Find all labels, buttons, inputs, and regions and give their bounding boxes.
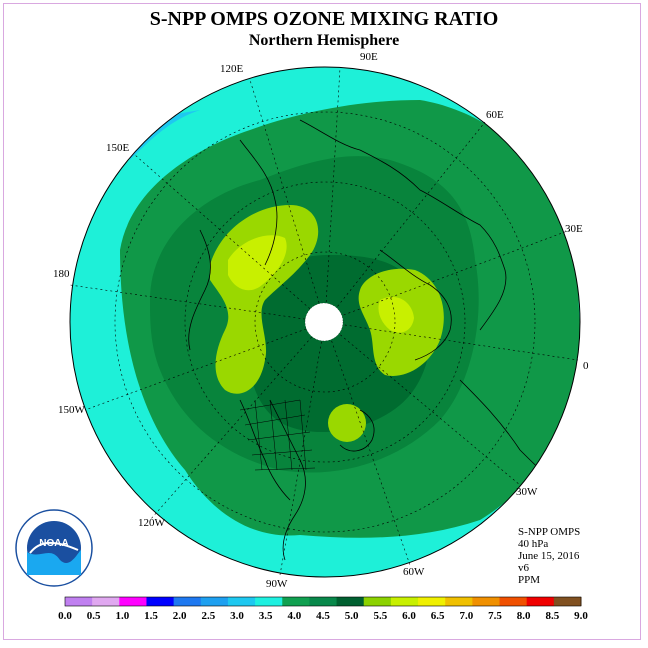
region-5.5-6.0-small bbox=[328, 404, 366, 442]
lon-label-150w: 150W bbox=[58, 404, 85, 416]
map-title: S-NPP OMPS OZONE MIXING RATIO bbox=[149, 8, 499, 30]
lon-label-30w: 30W bbox=[516, 486, 538, 498]
colorbar-tick-label: 6.0 bbox=[402, 610, 416, 622]
info-version: v6 bbox=[518, 562, 529, 574]
logo-text: NOAA bbox=[39, 538, 68, 549]
colorbar-tick-label: 3.5 bbox=[258, 610, 273, 622]
lon-label-60e: 60E bbox=[486, 109, 504, 121]
polar-gap-outline bbox=[304, 302, 344, 342]
colorbar-tick-label: 2.5 bbox=[201, 610, 216, 622]
lon-label-30e: 30E bbox=[565, 223, 583, 235]
colorbar-tick-label: 8.5 bbox=[545, 610, 560, 622]
lon-label-90e: 90E bbox=[360, 51, 378, 63]
graticule bbox=[69, 67, 579, 576]
state-boundaries bbox=[239, 399, 316, 471]
colorbar-tick-label: 8.0 bbox=[516, 610, 531, 622]
colorbar-tick-label: 4.5 bbox=[316, 610, 330, 622]
lon-label-180: 180 bbox=[53, 268, 70, 280]
colorbar-tick-label: 0.0 bbox=[58, 610, 72, 622]
colorbar-tick-label: 0.5 bbox=[86, 610, 101, 622]
colorbar-tick-label: 6.5 bbox=[430, 610, 445, 622]
noaa-logo: NOAA bbox=[15, 509, 93, 587]
info-units: PPM bbox=[518, 574, 541, 586]
info-date: June 15, 2016 bbox=[518, 550, 580, 562]
colorbar-tick-label: 5.0 bbox=[344, 610, 359, 622]
colorbar-tick-label: 7.5 bbox=[488, 610, 502, 622]
info-instrument: S-NPP OMPS bbox=[518, 526, 581, 538]
lon-label-0: 0 bbox=[583, 360, 589, 372]
lon-label-120e: 120E bbox=[220, 63, 244, 75]
polar-gap bbox=[305, 303, 343, 341]
info-level: 40 hPa bbox=[518, 538, 549, 550]
info-block: S-NPP OMPS 40 hPa June 15, 2016 v6 PPM bbox=[518, 526, 580, 586]
lon-label-90w: 90W bbox=[266, 578, 288, 590]
colorbar-tick-label: 2.0 bbox=[172, 610, 187, 622]
map-subtitle: Northern Hemisphere bbox=[248, 32, 400, 49]
colorbar-tick-label: 3.0 bbox=[230, 610, 244, 622]
colorbar-tick-label: 1.5 bbox=[144, 610, 158, 622]
colorbar-tick-label: 1.0 bbox=[115, 610, 130, 622]
colorbar-tick-label: 9.0 bbox=[574, 610, 588, 622]
lon-label-120w: 120W bbox=[138, 517, 165, 529]
region-6.0-6.5-east bbox=[378, 296, 414, 333]
coastlines bbox=[188, 119, 571, 561]
colorbar-tick-label: 7.0 bbox=[459, 610, 474, 622]
colorbar-tick-label: 4.0 bbox=[287, 610, 302, 622]
colorbar-tick-label: 5.5 bbox=[373, 610, 388, 622]
lon-label-150e: 150E bbox=[106, 142, 130, 154]
map-boundary bbox=[69, 66, 581, 578]
lon-label-60w: 60W bbox=[403, 566, 425, 578]
